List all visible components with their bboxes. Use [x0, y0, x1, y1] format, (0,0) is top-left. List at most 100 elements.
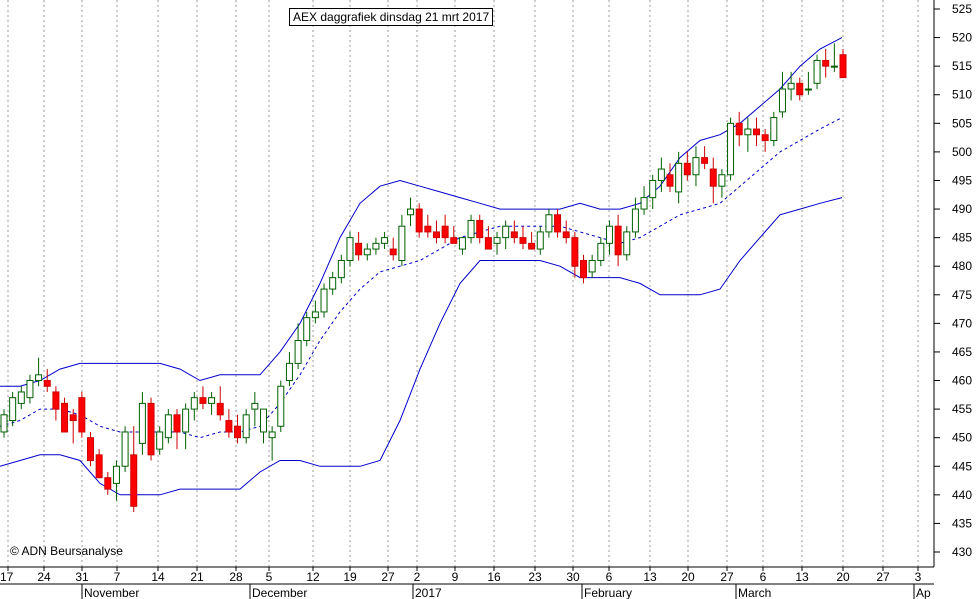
x-tick-label: 23 — [528, 570, 542, 584]
candle-body — [389, 248, 397, 256]
candle-body — [69, 414, 77, 422]
x-tick-label: 2 — [414, 570, 421, 584]
candle-body — [718, 174, 726, 187]
candle-body — [424, 225, 432, 233]
x-tick-label: 6 — [760, 570, 767, 584]
candle-body — [112, 465, 120, 484]
candle-body — [753, 128, 761, 136]
x-tick-label: 21 — [190, 570, 204, 584]
candle-body — [605, 225, 613, 244]
candle-body — [536, 231, 544, 250]
candle-body — [130, 454, 138, 507]
month-label: December — [252, 586, 307, 599]
y-tick-label: 450 — [952, 431, 972, 445]
candle-body — [614, 225, 622, 256]
candle-body — [251, 402, 259, 410]
candle-body — [225, 420, 233, 433]
x-tick-label: 17 — [0, 570, 14, 584]
x-tick-label: 27 — [381, 570, 395, 584]
y-tick-label: 480 — [952, 259, 972, 273]
y-tick-label: 455 — [952, 402, 972, 416]
candle-body — [804, 88, 812, 91]
y-tick-label: 525 — [952, 2, 972, 16]
candle-body — [35, 374, 43, 382]
candle-body — [9, 397, 17, 422]
candle-body — [138, 402, 146, 444]
candle-body — [104, 477, 112, 490]
candle-body — [277, 385, 285, 427]
x-tick-label: 19 — [343, 570, 357, 584]
candle-body — [666, 174, 674, 187]
candle-body — [415, 208, 423, 233]
y-tick-label: 475 — [952, 288, 972, 302]
candle-body — [571, 237, 579, 267]
candle-body — [778, 88, 786, 113]
y-tick-label: 520 — [952, 31, 972, 45]
candle-body — [26, 380, 34, 399]
candle-body — [329, 277, 337, 290]
candle-body — [259, 408, 267, 433]
x-tick-label: 9 — [452, 570, 459, 584]
candle-body — [303, 317, 311, 342]
month-label: March — [738, 586, 771, 599]
candle-body — [822, 59, 830, 67]
candle-body — [346, 237, 354, 261]
x-tick-label: 20 — [836, 570, 850, 584]
x-tick-label: 6 — [606, 570, 613, 584]
candle-body — [787, 82, 795, 90]
x-tick-label: 7 — [114, 570, 121, 584]
candle-body — [476, 219, 484, 239]
candle-body — [407, 208, 415, 216]
candle-body — [467, 219, 475, 239]
candle-body — [311, 311, 319, 319]
candle-body — [597, 242, 605, 261]
candle-body — [372, 242, 380, 250]
candle-body — [0, 414, 8, 433]
y-tick-label: 435 — [952, 516, 972, 530]
y-tick-label: 505 — [952, 116, 972, 130]
candle-body — [545, 214, 553, 233]
candle-body — [121, 431, 129, 467]
candle-body — [156, 431, 164, 450]
candle-body — [199, 397, 207, 404]
candle-body — [86, 437, 94, 462]
chart-title: AEX daggrafiek dinsdag 21 mrt 2017 — [289, 8, 494, 26]
bollinger-bands — [0, 37, 843, 496]
candle-body — [458, 237, 466, 250]
candle-body — [519, 237, 527, 244]
candle-body — [52, 391, 60, 410]
y-tick-label: 470 — [952, 316, 972, 330]
candle-body — [623, 231, 631, 256]
x-tick-label: 14 — [151, 570, 165, 584]
x-tick-label: 31 — [75, 570, 89, 584]
y-tick-label: 490 — [952, 202, 972, 216]
candle-body — [649, 179, 657, 199]
candle-body — [43, 380, 51, 387]
candle-body — [208, 397, 216, 404]
candle-body — [320, 288, 328, 313]
lower-band-line — [0, 197, 843, 496]
y-tick-label: 440 — [952, 488, 972, 502]
candle-body — [528, 242, 536, 250]
candle-body — [796, 82, 804, 96]
month-label: November — [84, 586, 139, 599]
x-tick-label: 24 — [37, 570, 51, 584]
candle-body — [510, 231, 518, 239]
y-tick-label: 485 — [952, 231, 972, 245]
y-tick-label: 430 — [952, 545, 972, 559]
middle-band-line — [0, 117, 843, 439]
x-tick-label: 16 — [487, 570, 501, 584]
candle-body — [770, 117, 778, 141]
candle-body — [234, 425, 242, 439]
candle-body — [588, 259, 596, 273]
candle-body — [744, 128, 752, 136]
candle-body — [631, 208, 639, 233]
candle-body — [242, 414, 250, 439]
candle-body — [813, 59, 821, 84]
candle-body — [285, 362, 293, 382]
month-label: February — [584, 586, 632, 599]
candle-body — [701, 157, 709, 164]
candle-body — [562, 231, 570, 239]
